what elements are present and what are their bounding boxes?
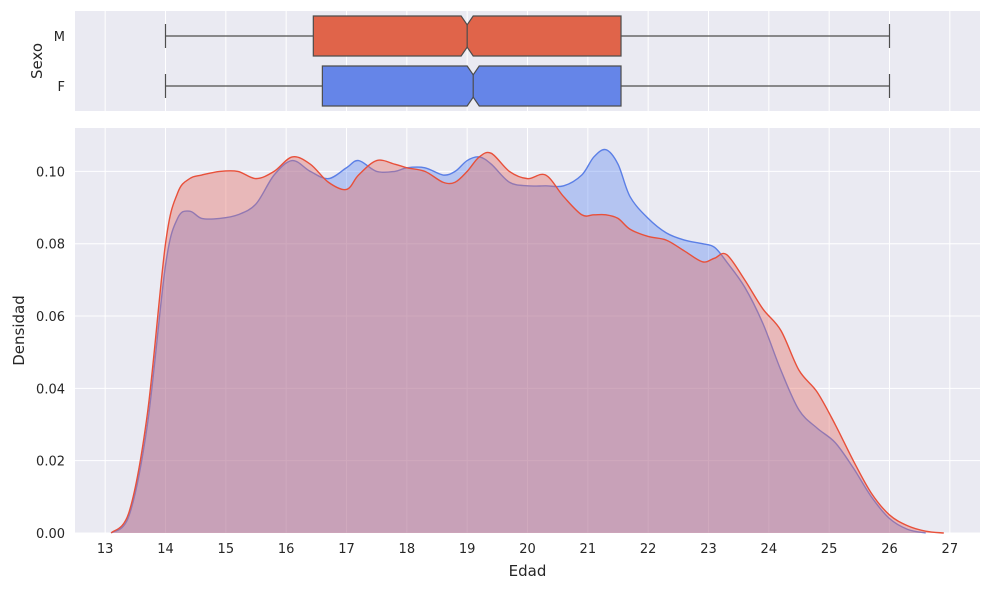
x-tick-label: 27 bbox=[942, 542, 959, 557]
density-y-axis-label: Densidad bbox=[10, 295, 28, 366]
category-label: M bbox=[54, 30, 65, 45]
density-x-axis-label: Edad bbox=[509, 562, 547, 580]
density-panel: 13 14 15 16 17 18 19 20 21 22 23 24 25 26 27 0.000.020… bbox=[10, 128, 980, 580]
x-tick-label: 21 bbox=[580, 542, 597, 557]
series-M bbox=[110, 151, 944, 534]
boxplot-y-axis-label: Sexo bbox=[28, 43, 46, 79]
x-tick-label: 20 bbox=[519, 542, 536, 557]
x-tick-label: 18 bbox=[399, 542, 416, 557]
x-tick-label: 24 bbox=[761, 542, 778, 557]
y-tick-label: 0.04 bbox=[36, 382, 65, 397]
y-tick-label: 0.10 bbox=[36, 165, 65, 180]
density-area bbox=[111, 149, 926, 533]
box-M bbox=[164, 15, 891, 57]
y-tick-label: 0.00 bbox=[36, 527, 65, 542]
x-tick-label: 13 bbox=[97, 542, 114, 557]
y-tick-label: 0.08 bbox=[36, 238, 65, 253]
x-tick-label: 19 bbox=[459, 542, 476, 557]
density-line bbox=[110, 151, 944, 534]
x-tick-label: 14 bbox=[157, 542, 174, 557]
box-body bbox=[321, 65, 622, 107]
series-F bbox=[110, 148, 926, 534]
boxplot-panel: MF Sexo bbox=[28, 11, 980, 111]
density-area bbox=[111, 152, 944, 533]
density-x-tick-labels: 13 14 15 16 17 18 19 20 21 22 23 24 25 26 27 bbox=[97, 542, 958, 557]
category-label: F bbox=[58, 80, 65, 95]
density-series bbox=[110, 148, 944, 534]
density-gridlines bbox=[75, 128, 980, 534]
x-tick-label: 16 bbox=[278, 542, 295, 557]
boxplot-boxes bbox=[164, 15, 891, 107]
boxplot-category-labels: MF bbox=[54, 30, 65, 95]
x-tick-label: 15 bbox=[218, 542, 235, 557]
y-tick-label: 0.06 bbox=[36, 310, 65, 325]
box-F bbox=[164, 65, 891, 107]
x-tick-label: 26 bbox=[881, 542, 898, 557]
x-tick-label: 22 bbox=[640, 542, 657, 557]
x-tick-label: 25 bbox=[821, 542, 838, 557]
density-line bbox=[110, 148, 926, 534]
density-y-tick-labels: 0.00 0.02 0.04 0.06 0.08 0.10 bbox=[36, 165, 65, 542]
x-tick-label: 17 bbox=[338, 542, 355, 557]
y-tick-label: 0.02 bbox=[36, 455, 65, 470]
x-tick-label: 23 bbox=[700, 542, 717, 557]
